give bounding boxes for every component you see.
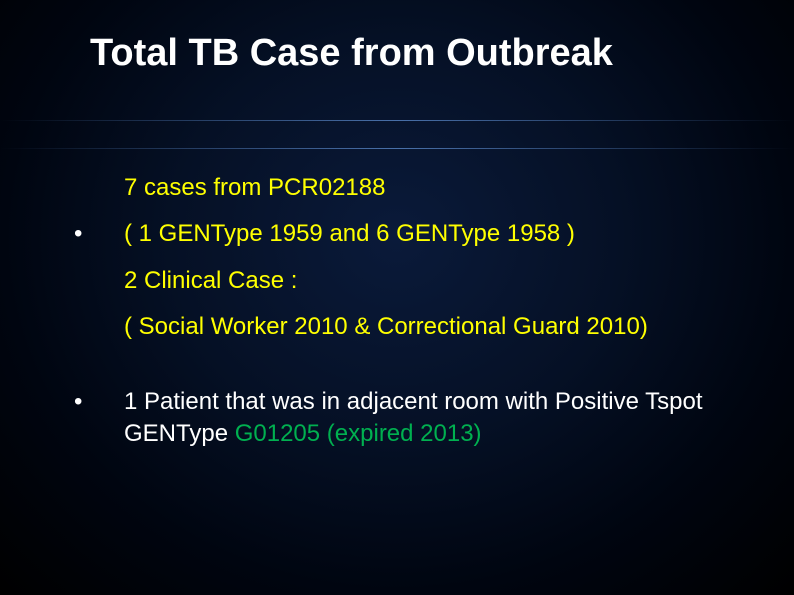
slide-title: Total TB Case from Outbreak (90, 32, 613, 75)
content-line: • 1 Patient that was in adjacent room wi… (70, 386, 744, 451)
bullet-icon: • (70, 218, 124, 250)
spacer (70, 358, 744, 386)
bullet-icon: • (70, 386, 124, 418)
slide-content: 7 cases from PCR02188 • ( 1 GENType 1959… (70, 172, 744, 464)
line-text: 2 Clinical Case : (124, 265, 744, 297)
content-line: 7 cases from PCR02188 (70, 172, 744, 204)
line-text: 7 cases from PCR02188 (124, 172, 744, 204)
line-text: ( 1 GENType 1959 and 6 GENType 1958 ) (124, 218, 744, 250)
content-line: ( Social Worker 2010 & Correctional Guar… (70, 311, 744, 343)
line-text: ( Social Worker 2010 & Correctional Guar… (124, 311, 744, 343)
divider-bottom (0, 148, 794, 149)
content-line: • ( 1 GENType 1959 and 6 GENType 1958 ) (70, 218, 744, 250)
line-text: 1 Patient that was in adjacent room with… (124, 386, 744, 451)
divider-top (0, 120, 794, 121)
content-line: 2 Clinical Case : (70, 265, 744, 297)
slide: Total TB Case from Outbreak 7 cases from… (0, 0, 794, 595)
text-green: G01205 (expired 2013) (235, 420, 482, 447)
